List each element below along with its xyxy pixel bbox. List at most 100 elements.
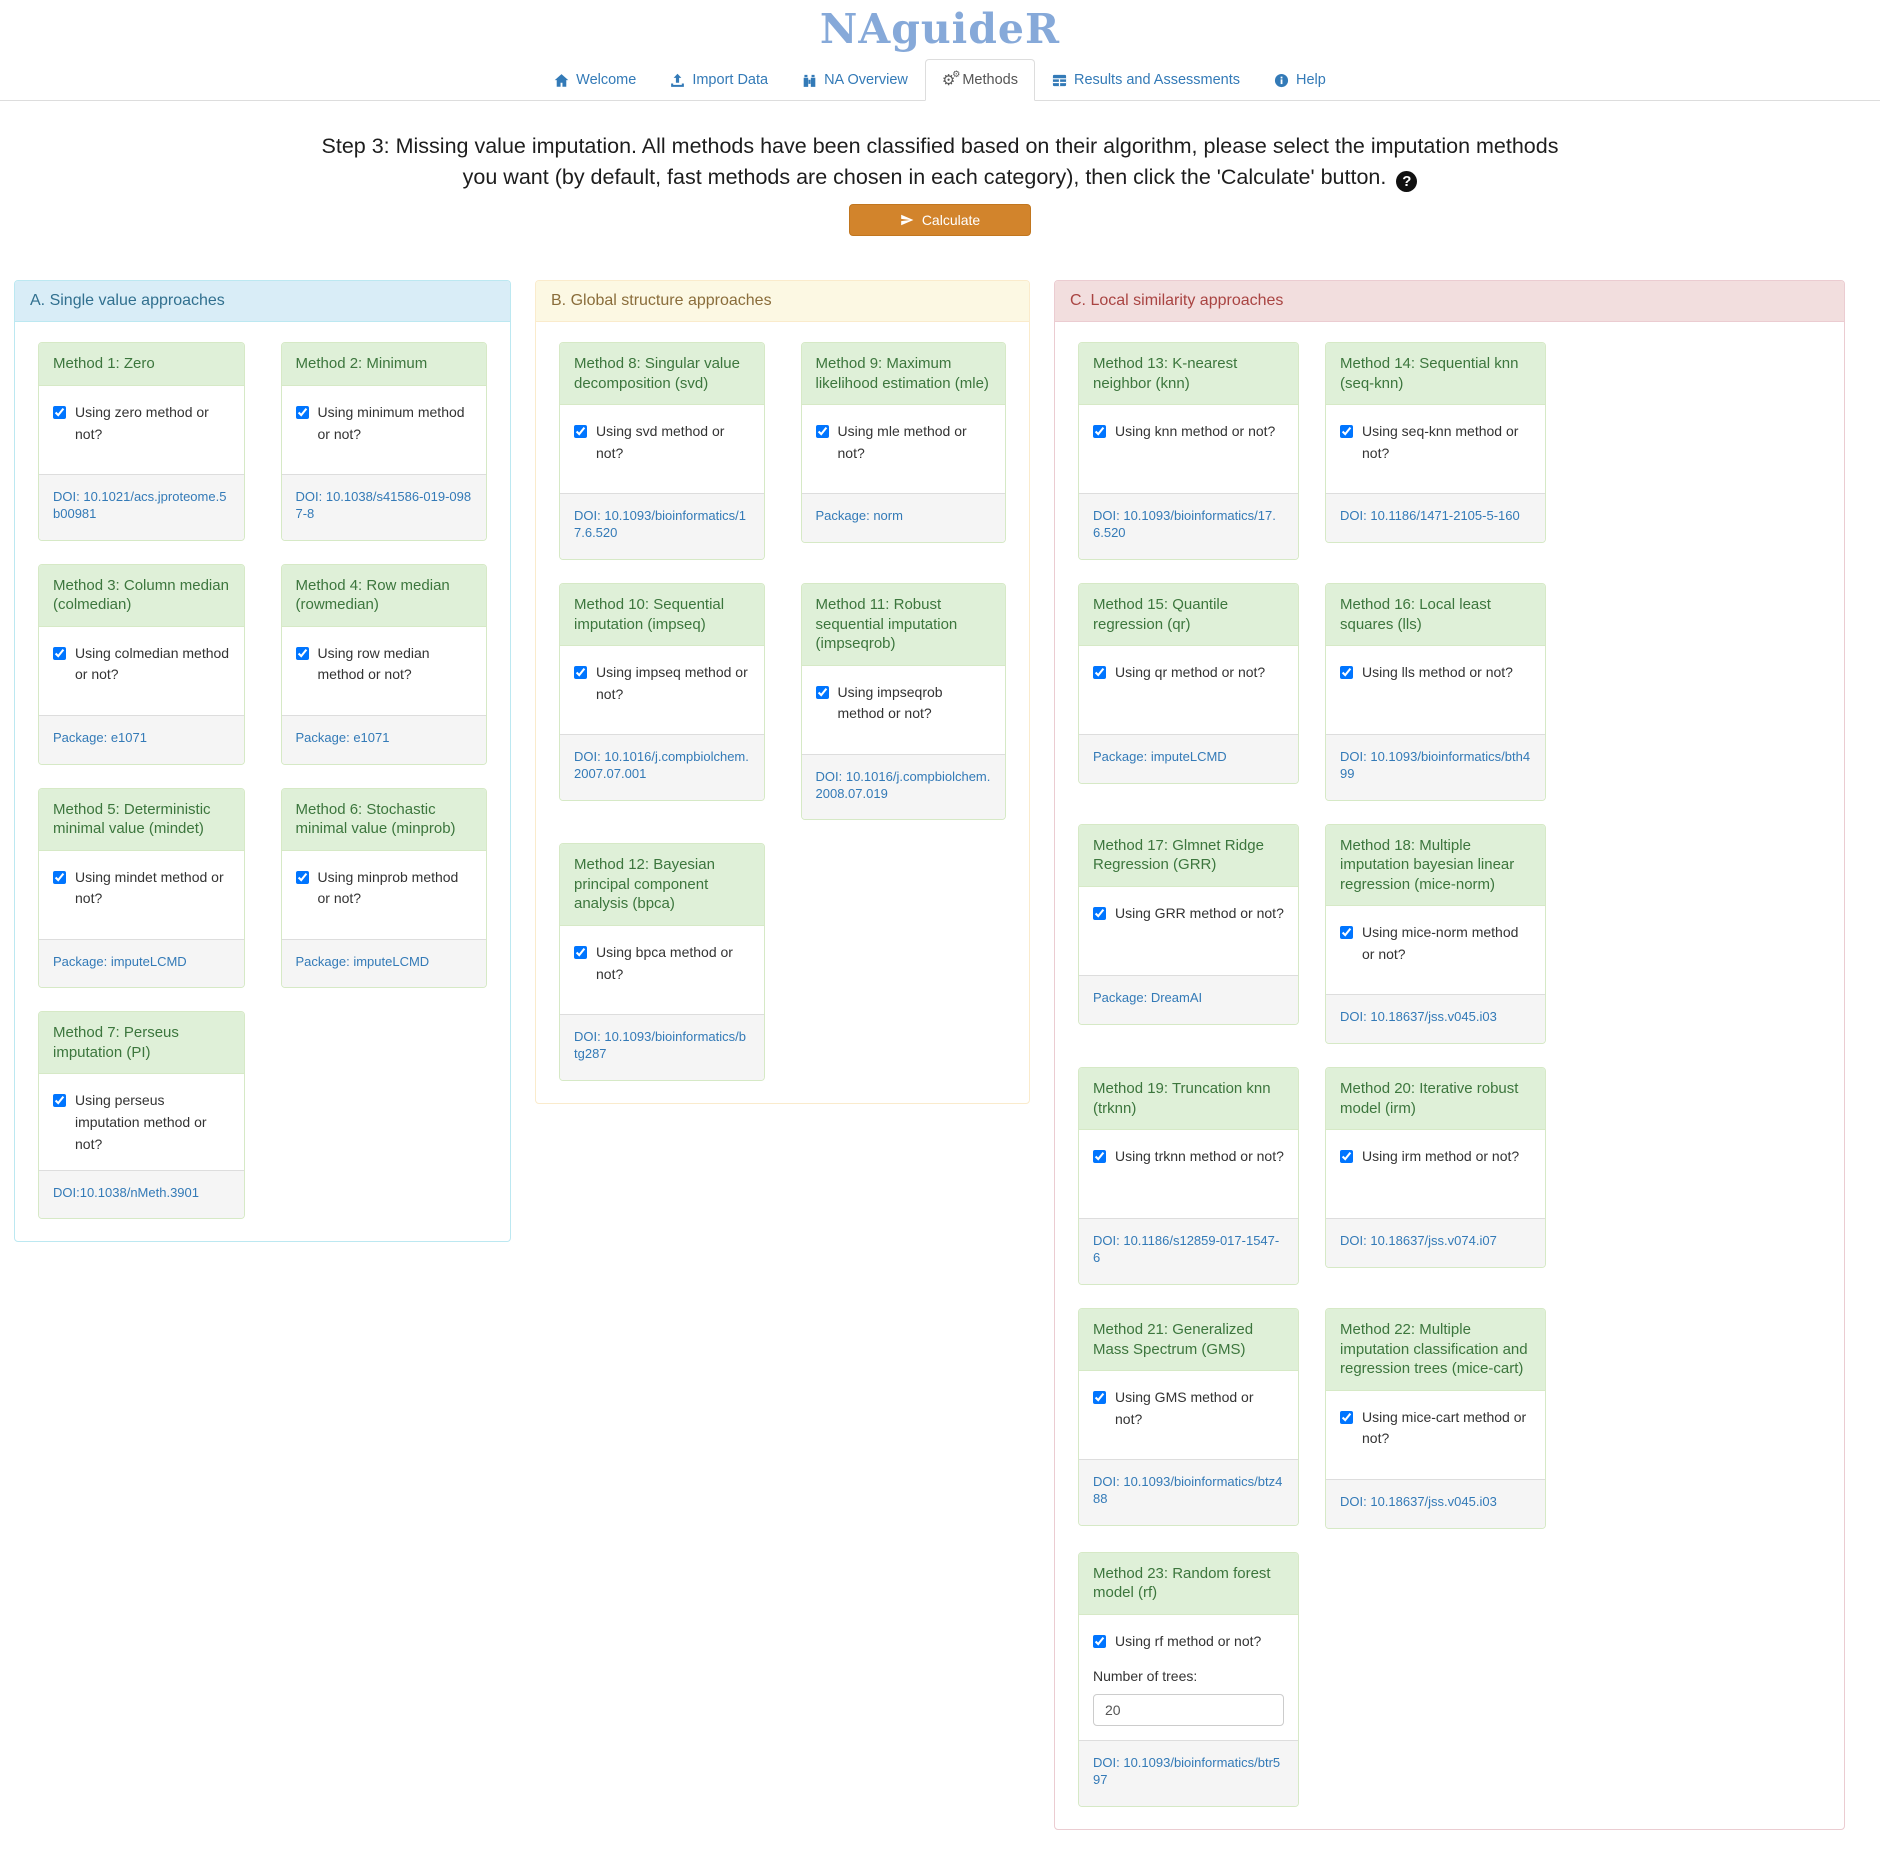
panel-global-structure-approaches: B. Global structure approaches Method 8:… bbox=[535, 280, 1030, 1104]
method-reference-link[interactable]: DOI: 10.1093/bioinformatics/btg287 bbox=[574, 1028, 746, 1061]
method-reference-link[interactable]: Package: DreamAI bbox=[1093, 989, 1203, 1005]
method-checkbox[interactable] bbox=[1093, 1150, 1106, 1164]
card-grid: Method 8: Singular value decomposition (… bbox=[559, 342, 1006, 1081]
method-checkbox[interactable] bbox=[53, 646, 66, 660]
method-checkbox[interactable] bbox=[1340, 1410, 1353, 1424]
method-body: Using qr method or not? bbox=[1079, 646, 1298, 734]
method-checkbox[interactable] bbox=[1340, 926, 1353, 940]
method-checkbox-row: Using irm method or not? bbox=[1340, 1146, 1531, 1168]
method-card: Method 15: Quantile regression (qr) Usin… bbox=[1078, 583, 1299, 785]
method-checkbox[interactable] bbox=[574, 425, 587, 439]
method-reference-link[interactable]: DOI: 10.1016/j.compbiolchem.2007.07.001 bbox=[574, 749, 749, 782]
method-reference-link[interactable]: DOI: 10.1016/j.compbiolchem.2008.07.019 bbox=[815, 768, 991, 801]
method-checkbox[interactable] bbox=[295, 646, 309, 660]
method-card: Method 19: Truncation knn (trknn) Using … bbox=[1078, 1067, 1299, 1286]
method-checkbox[interactable] bbox=[1340, 425, 1353, 439]
method-card: Method 5: Deterministic minimal value (m… bbox=[38, 787, 245, 989]
method-reference-link[interactable]: DOI: 10.1093/bioinformatics/btr597 bbox=[1093, 1755, 1281, 1788]
method-card: Method 14: Sequential knn (seq-knn) Usin… bbox=[1325, 342, 1546, 544]
method-reference-link[interactable]: Package: imputeLCMD bbox=[53, 953, 187, 969]
method-checkbox[interactable] bbox=[295, 870, 309, 884]
method-footer: DOI: 10.1093/bioinformatics/17.6.520 bbox=[560, 493, 764, 560]
method-reference-link[interactable]: DOI: 10.1186/1471-2105-5-160 bbox=[1340, 508, 1520, 524]
table-icon bbox=[1052, 75, 1067, 87]
method-checkbox[interactable] bbox=[1093, 425, 1106, 439]
method-checkbox-label: Using mindet method or not? bbox=[75, 868, 224, 907]
paper-plane-icon bbox=[900, 215, 914, 226]
panel-body: Method 13: K-nearest neighbor (knn) Usin… bbox=[1055, 322, 1844, 1829]
method-checkbox[interactable] bbox=[815, 685, 829, 699]
method-reference-link[interactable]: Package: e1071 bbox=[295, 729, 390, 745]
method-reference-link[interactable]: DOI: 10.1093/bioinformatics/bth499 bbox=[1340, 749, 1531, 782]
method-reference-link[interactable]: Package: norm bbox=[815, 508, 903, 524]
calculate-button[interactable]: Calculate bbox=[848, 204, 1032, 237]
tab-label: Results and Assessments bbox=[1073, 72, 1240, 88]
method-reference-link[interactable]: DOI:10.1038/nMeth.3901 bbox=[53, 1184, 199, 1200]
method-checkbox[interactable] bbox=[1340, 666, 1353, 680]
method-reference-link[interactable]: DOI: 10.1093/bioinformatics/17.6.520 bbox=[1093, 508, 1276, 541]
binoculars-icon bbox=[803, 75, 816, 88]
method-reference-link[interactable]: DOI: 10.1093/bioinformatics/btz488 bbox=[1093, 1474, 1283, 1507]
tab-help[interactable]: Help bbox=[1257, 59, 1343, 101]
method-reference-link[interactable]: DOI: 10.1186/s12859-017-1547-6 bbox=[1093, 1233, 1280, 1266]
method-reference-link[interactable]: DOI: 10.1021/acs.jproteome.5b00981 bbox=[53, 488, 227, 521]
method-checkbox[interactable] bbox=[53, 1094, 66, 1108]
method-checkbox-label: Using mle method or not? bbox=[837, 423, 967, 462]
method-body: Using impseqrob method or not? bbox=[802, 666, 1006, 754]
method-checkbox[interactable] bbox=[1093, 1391, 1106, 1405]
method-footer: Package: imputeLCMD bbox=[281, 938, 486, 988]
tab-welcome[interactable]: Welcome bbox=[537, 59, 653, 101]
calculate-label: Calculate bbox=[921, 212, 981, 229]
method-checkbox-row: Using bpca method or not? bbox=[574, 942, 750, 985]
method-checkbox-row: Using minimum method or not? bbox=[295, 402, 473, 445]
method-title: Method 1: Zero bbox=[39, 343, 244, 386]
method-reference-link[interactable]: DOI: 10.18637/jss.v045.i03 bbox=[1340, 1009, 1497, 1025]
method-card: Method 16: Local least squares (lls) Usi… bbox=[1325, 583, 1546, 801]
question-circle-icon[interactable]: ? bbox=[1396, 171, 1418, 193]
number-of-trees-label: Number of trees: bbox=[1093, 1668, 1198, 1685]
panel-single-value-approaches: A. Single value approaches Method 1: Zer… bbox=[14, 280, 511, 1243]
method-body: Using zero method or not? bbox=[39, 386, 244, 474]
method-footer: DOI: 10.1038/s41586-019-0987-8 bbox=[281, 473, 486, 540]
number-of-trees-input[interactable] bbox=[1093, 1694, 1284, 1727]
method-checkbox-row: Using lls method or not? bbox=[1340, 662, 1531, 684]
method-title: Method 7: Perseus imputation (PI) bbox=[39, 1012, 244, 1075]
method-title: Method 15: Quantile regression (qr) bbox=[1079, 584, 1298, 647]
tab-na-overview[interactable]: NA Overview bbox=[785, 59, 925, 101]
method-reference-link[interactable]: DOI: 10.1038/s41586-019-0987-8 bbox=[295, 488, 472, 521]
panel-title: C. Local similarity approaches bbox=[1055, 281, 1844, 323]
method-reference-link[interactable]: DOI: 10.18637/jss.v074.i07 bbox=[1340, 1233, 1497, 1249]
method-checkbox[interactable] bbox=[815, 425, 829, 439]
method-checkbox-label: Using irm method or not? bbox=[1362, 1148, 1520, 1165]
method-checkbox[interactable] bbox=[1340, 1150, 1353, 1164]
method-body: Using GRR method or not? bbox=[1079, 887, 1298, 975]
tab-label: Import Data bbox=[692, 72, 769, 88]
method-reference-link[interactable]: Package: e1071 bbox=[53, 729, 147, 745]
method-footer: DOI: 10.18637/jss.v045.i03 bbox=[1326, 1478, 1545, 1528]
method-body: Using mle method or not? bbox=[802, 405, 1006, 493]
method-checkbox[interactable] bbox=[1093, 906, 1106, 920]
method-checkbox-row: Using trknn method or not? bbox=[1093, 1146, 1284, 1168]
tab-methods[interactable]: ⚙ ⚙ Methods bbox=[924, 59, 1035, 102]
tab-results-assessments[interactable]: Results and Assessments bbox=[1035, 59, 1257, 101]
method-reference-link[interactable]: DOI: 10.18637/jss.v045.i03 bbox=[1340, 1493, 1497, 1509]
method-body: Using rf method or not? Number of trees: bbox=[1079, 1615, 1298, 1741]
method-checkbox[interactable] bbox=[574, 666, 587, 680]
method-body: Using GMS method or not? bbox=[1079, 1371, 1298, 1459]
method-checkbox[interactable] bbox=[53, 405, 66, 419]
method-checkbox[interactable] bbox=[574, 945, 587, 959]
method-checkbox[interactable] bbox=[1093, 666, 1106, 680]
method-footer: DOI: 10.1186/s12859-017-1547-6 bbox=[1079, 1218, 1298, 1285]
method-checkbox-row: Using mice-norm method or not? bbox=[1340, 922, 1531, 965]
method-checkbox-label: Using minprob method or not? bbox=[317, 868, 459, 907]
method-checkbox[interactable] bbox=[295, 405, 309, 419]
tab-import-data[interactable]: Import Data bbox=[653, 59, 785, 101]
method-reference-link[interactable]: DOI: 10.1093/bioinformatics/17.6.520 bbox=[574, 508, 746, 541]
method-checkbox-label: Using qr method or not? bbox=[1115, 664, 1266, 681]
method-checkbox-label: Using svd method or not? bbox=[596, 423, 725, 462]
method-checkbox[interactable] bbox=[1093, 1634, 1106, 1648]
method-reference-link[interactable]: Package: imputeLCMD bbox=[295, 953, 430, 969]
method-checkbox[interactable] bbox=[53, 870, 66, 884]
method-reference-link[interactable]: Package: imputeLCMD bbox=[1093, 749, 1227, 765]
method-card: Method 1: Zero Using zero method or not?… bbox=[38, 342, 245, 541]
